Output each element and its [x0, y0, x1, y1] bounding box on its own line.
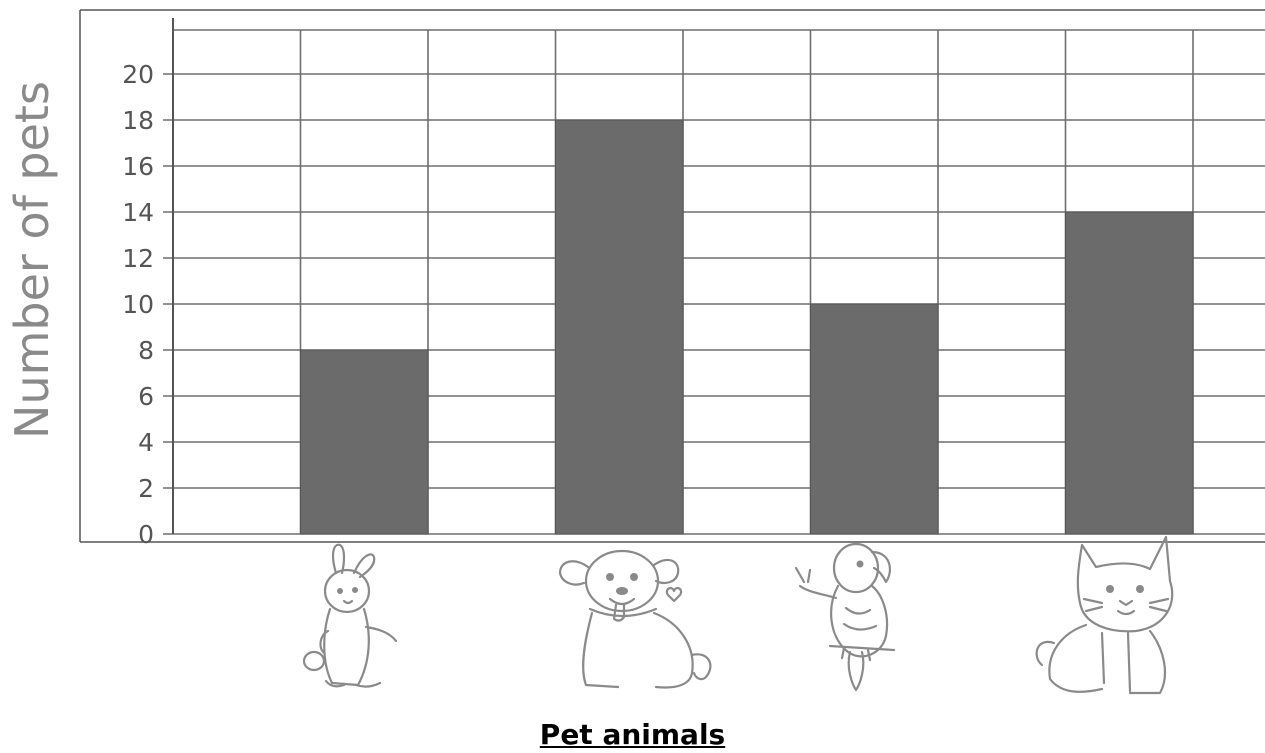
y-tick-label: 4: [138, 428, 154, 457]
dog-icon: [558, 549, 712, 689]
bar-dog: [555, 119, 684, 535]
y-tick-label: 2: [138, 474, 154, 503]
chart-frame: [79, 9, 1265, 543]
bar-parrot: [810, 303, 939, 535]
bar-cat: [1065, 211, 1194, 535]
y-tick-label: 6: [138, 382, 154, 411]
y-tick-label: 20: [122, 60, 154, 89]
bars: [300, 119, 1194, 535]
y-axis-label: Number of pets: [5, 81, 59, 439]
y-ticks: 0 2 4 6 8 10 12 14 16 18 20: [122, 60, 154, 549]
bar-rabbit: [300, 349, 429, 535]
y-tick-label: 0: [138, 520, 154, 549]
y-tick-label: 16: [122, 152, 154, 181]
rabbit-icon: [302, 543, 398, 688]
y-tick-label: 10: [122, 290, 154, 319]
x-axis-label: Pet animals: [539, 718, 726, 751]
y-tick-label: 18: [122, 106, 154, 135]
y-tick-label: 14: [122, 198, 154, 227]
y-tick-label: 8: [138, 336, 154, 365]
parrot-icon: [794, 542, 896, 692]
y-tick-label: 12: [122, 244, 154, 273]
cat-icon: [1035, 535, 1174, 695]
